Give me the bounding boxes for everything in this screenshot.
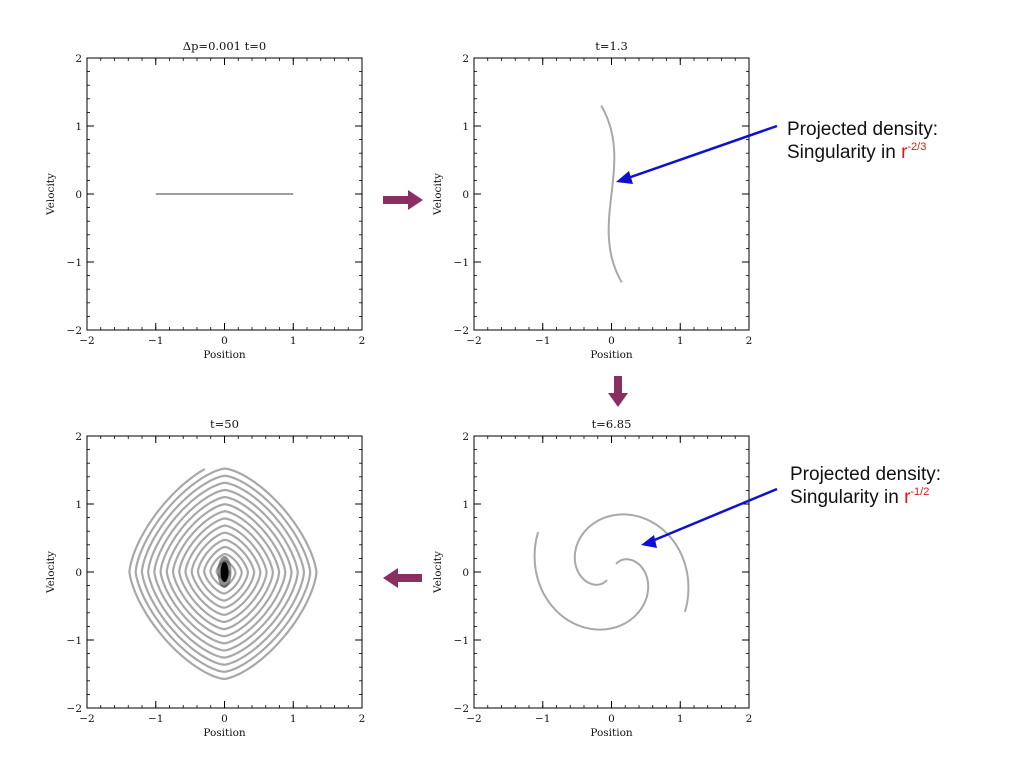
y-tick-label: −2 — [67, 703, 82, 715]
x-tick-label: 0 — [221, 713, 228, 725]
x-tick-label: 2 — [746, 335, 753, 347]
x-tick-label: 1 — [677, 335, 684, 347]
x-tick-label: −1 — [148, 713, 163, 725]
y-tick-label: 1 — [462, 499, 469, 511]
annotation-top-line1: Projected density: — [787, 118, 938, 141]
y-tick-label: −2 — [454, 325, 469, 337]
chart-title: Δp=0.001 t=0 — [183, 39, 266, 53]
y-tick-label: 2 — [462, 53, 469, 65]
annotation-bottom-symbol: r-1/2 — [904, 487, 929, 508]
annotation-top-prefix: Singularity in — [787, 142, 901, 163]
annotation-top-exponent: -2/3 — [907, 141, 926, 153]
x-tick-label: 2 — [359, 335, 366, 347]
annotation-top-line2: Singularity in r-2/3 — [787, 141, 938, 164]
series-line-arm-1 — [535, 532, 649, 630]
y-tick-label: 1 — [462, 121, 469, 133]
chart-title: t=1.3 — [595, 39, 628, 53]
x-tick-label: 0 — [608, 335, 615, 347]
annotation-bottom-exponent: -1/2 — [910, 486, 929, 498]
y-tick-label: −2 — [67, 325, 82, 337]
x-axis-label: Position — [203, 349, 246, 361]
x-tick-label: 0 — [221, 335, 228, 347]
x-tick-label: 2 — [746, 713, 753, 725]
y-axis-label: Velocity — [45, 173, 57, 216]
y-tick-label: 0 — [75, 189, 82, 201]
annotation-top: Projected density: Singularity in r-2/3 — [787, 118, 938, 164]
y-axis-label: Velocity — [432, 551, 444, 594]
annotation-bottom-line1: Projected density: — [790, 463, 941, 486]
annotation-bottom-prefix: Singularity in — [790, 487, 904, 508]
flow-arrow-down — [608, 376, 628, 407]
x-axis-label: Position — [590, 727, 633, 739]
y-tick-label: 2 — [462, 431, 469, 443]
x-tick-label: −1 — [535, 713, 550, 725]
x-tick-label: 1 — [290, 335, 297, 347]
annotation-arrow-bottom — [652, 489, 777, 541]
plot-frame — [474, 436, 749, 708]
y-tick-label: 1 — [75, 121, 82, 133]
y-tick-label: −1 — [67, 257, 82, 269]
flow-arrow-right — [383, 190, 423, 210]
chart-title: t=50 — [210, 417, 239, 431]
annotation-bottom-line2: Singularity in r-1/2 — [790, 486, 941, 509]
y-axis-label: Velocity — [432, 173, 444, 216]
series-line-arm-2 — [575, 514, 689, 612]
annotation-arrowhead-top — [616, 171, 633, 184]
flow-arrow-left — [383, 568, 422, 588]
x-tick-label: 1 — [677, 713, 684, 725]
y-tick-label: 0 — [462, 567, 469, 579]
annotation-arrowhead-bottom — [641, 535, 657, 548]
x-tick-label: −1 — [148, 335, 163, 347]
chart-title: t=6.85 — [592, 417, 632, 431]
y-tick-label: −1 — [454, 257, 469, 269]
annotation-arrow-top — [628, 126, 777, 178]
x-tick-label: −1 — [535, 335, 550, 347]
y-axis-label: Velocity — [45, 551, 57, 594]
annotation-bottom: Projected density: Singularity in r-1/2 — [790, 463, 941, 509]
x-tick-label: 0 — [608, 713, 615, 725]
y-tick-label: −1 — [454, 635, 469, 647]
series-line — [601, 106, 622, 283]
y-tick-label: 2 — [75, 53, 82, 65]
x-axis-label: Position — [203, 727, 246, 739]
x-tick-label: 2 — [359, 713, 366, 725]
annotation-top-symbol: r-2/3 — [901, 142, 926, 163]
y-tick-label: 2 — [75, 431, 82, 443]
y-tick-label: −2 — [454, 703, 469, 715]
y-tick-label: 1 — [75, 499, 82, 511]
x-tick-label: 1 — [290, 713, 297, 725]
y-tick-label: −1 — [67, 635, 82, 647]
x-axis-label: Position — [590, 349, 633, 361]
y-tick-label: 0 — [462, 189, 469, 201]
y-tick-label: 0 — [75, 567, 82, 579]
central-core-dark — [221, 562, 229, 582]
